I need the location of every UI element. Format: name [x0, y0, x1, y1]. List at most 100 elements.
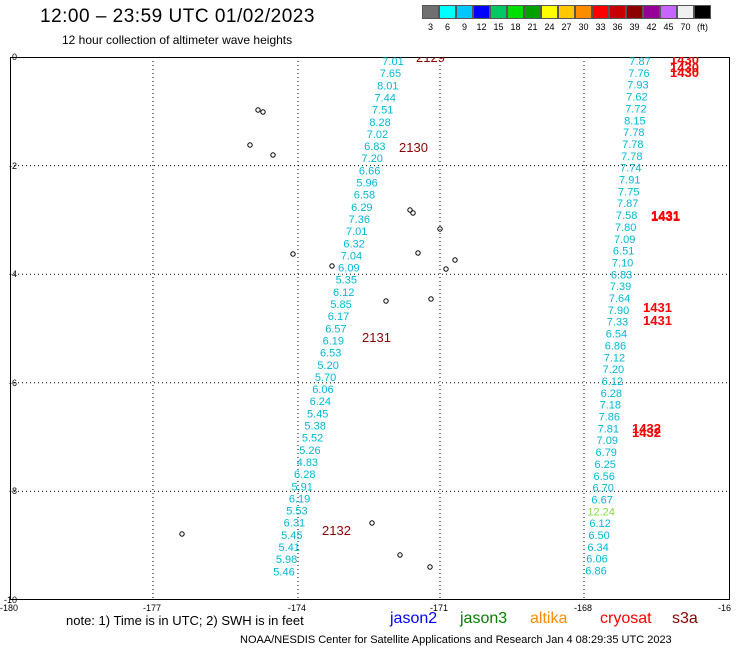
east-track-time-label: 1430 [670, 60, 699, 75]
west-track-swh-label: 7.20 [362, 153, 383, 165]
plot-frame [10, 57, 730, 600]
east-track-swh-label: 6.12 [589, 518, 610, 530]
x-tick-label: -168 [574, 603, 593, 613]
x-tick-label: -177 [143, 603, 162, 613]
east-track-swh-label: 8.15 [624, 115, 645, 127]
y-tick-label: -8 [8, 486, 17, 497]
island-outline [329, 263, 335, 269]
east-track-swh-label: 7.87 [629, 57, 650, 68]
colorbar-swatch [439, 5, 456, 19]
east-track-swh-label: 6.50 [588, 530, 609, 542]
west-track-time-label: 2130 [399, 140, 428, 155]
west-track-swh-label: 5.46 [273, 566, 294, 578]
west-track-swh-label: 6.83 [364, 141, 385, 153]
west-track-swh-label: 5.45 [281, 530, 302, 542]
east-track-swh-label: 6.83 [611, 269, 632, 281]
west-track-swh-label: 7.65 [380, 68, 401, 80]
satellite-legend-cryosat: cryosat [600, 610, 652, 627]
y-tick-label: -2 [8, 160, 17, 171]
island-outline [260, 109, 266, 115]
island-outline [270, 152, 276, 158]
colorbar-label: 9 [461, 22, 467, 32]
y-tick-label: -4 [8, 269, 17, 280]
west-track-swh-label: 7.36 [349, 214, 370, 226]
east-track-time-label: 1432 [632, 421, 661, 436]
colorbar-swatch [490, 5, 507, 19]
island-outline [452, 257, 458, 263]
east-track-swh-label: 6.86 [605, 340, 626, 352]
east-track-time-label: 1431 [643, 300, 672, 315]
island-outline [397, 552, 403, 558]
west-track-swh-label: 6.19 [289, 493, 310, 505]
west-track-swh-label: 5.70 [315, 372, 336, 384]
colorbar-label: 39 [629, 22, 640, 32]
east-track-time-label: 1432 [632, 425, 661, 440]
west-track-swh-label: 6.29 [351, 202, 372, 214]
colorbar-label: 12 [476, 22, 487, 32]
west-track-swh-label: 5.52 [302, 433, 323, 445]
east-track-swh-label: 6.67 [591, 494, 612, 506]
island-outline [415, 250, 421, 256]
x-tick-label: -174 [288, 603, 307, 613]
map-canvas: 7.017.658.017.447.518.287.026.837.206.66… [10, 57, 730, 600]
west-track-swh-label: 7.04 [341, 250, 362, 262]
colorbar-swatch [626, 5, 643, 19]
colorbar-label: (ft) [697, 22, 708, 32]
east-track-swh-label: 6.28 [601, 388, 622, 400]
west-track-swh-label: 6.09 [338, 263, 359, 275]
east-track-swh-label: 7.87 [617, 198, 638, 210]
island-outline [428, 296, 434, 302]
colorbar-label: 45 [663, 22, 674, 32]
west-track-swh-label: 7.51 [372, 105, 393, 117]
west-track-swh-label: 5.91 [291, 481, 312, 493]
east-track-time-label: 1430 [670, 65, 699, 80]
map-title: 12:00 – 23:59 UTC 01/02/2023 [40, 6, 315, 27]
west-track-swh-label: 6.17 [328, 311, 349, 323]
west-track-swh-label: 5.41 [278, 542, 299, 554]
west-track-swh-label: 5.38 [304, 421, 325, 433]
east-track-swh-label: 7.58 [616, 210, 637, 222]
west-track-swh-label: 5.35 [336, 275, 357, 287]
west-track-swh-label: 7.01 [382, 57, 403, 68]
colorbar-label: 18 [510, 22, 521, 32]
colorbar-swatch [609, 5, 626, 19]
colorbar-label: 42 [646, 22, 657, 32]
east-track-swh-label: 6.54 [606, 329, 627, 341]
east-track-swh-label: 6.70 [592, 483, 613, 495]
colorbar-swatch [694, 5, 711, 19]
east-track-swh-label: 6.34 [587, 542, 608, 554]
west-track-swh-label: 5.45 [307, 408, 328, 420]
east-track-swh-label: 7.33 [607, 317, 628, 329]
west-track-swh-label: 6.24 [310, 396, 331, 408]
credit-footer: NOAA/NESDIS Center for Satellite Applica… [240, 634, 672, 646]
east-track-swh-label: 7.12 [604, 352, 625, 364]
east-track-swh-label: 6.86 [585, 566, 606, 578]
west-track-swh-label: 6.58 [354, 190, 375, 202]
island-outline [383, 298, 389, 304]
east-track-time-label: 1431 [643, 313, 672, 328]
east-track-swh-label: 7.10 [612, 257, 633, 269]
west-track-swh-label: 6.32 [343, 238, 364, 250]
island-outline [247, 142, 253, 148]
island-outline [255, 107, 261, 113]
colorbar-label: 36 [612, 22, 623, 32]
west-track-swh-label: 5.26 [299, 445, 320, 457]
west-track-swh-label: 5.96 [356, 178, 377, 190]
east-track-swh-label: 7.20 [603, 364, 624, 376]
colorbar-label: 24 [544, 22, 555, 32]
island-outline [407, 207, 413, 213]
west-track-swh-label: 6.57 [325, 323, 346, 335]
east-track-swh-label: 7.76 [628, 68, 649, 80]
west-track-swh-label: 6.06 [312, 384, 333, 396]
east-track-swh-label: 7.81 [598, 423, 619, 435]
colorbar-swatch [507, 5, 524, 19]
island-outline [443, 266, 449, 272]
east-track-swh-label: 12.24 [587, 506, 615, 518]
colorbar-swatch [473, 5, 490, 19]
colorbar-label: 33 [595, 22, 606, 32]
east-track-swh-label: 6.06 [586, 554, 607, 566]
satellite-legend-altika: altika [530, 610, 568, 627]
y-tick-label: -10 [3, 595, 17, 605]
east-track-swh-label: 6.51 [613, 246, 634, 258]
y-tick-label: -6 [8, 377, 17, 388]
